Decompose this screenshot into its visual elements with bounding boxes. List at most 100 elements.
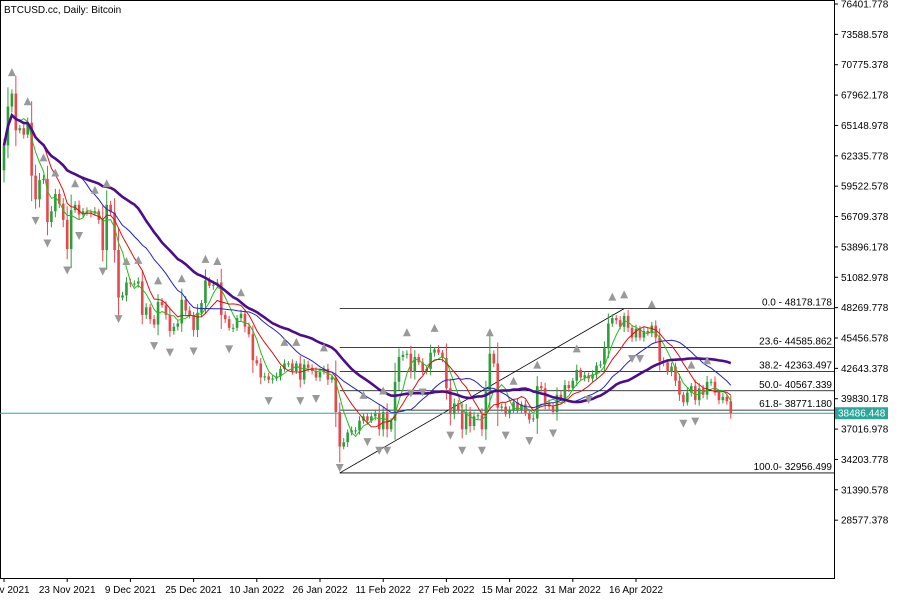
y-tick-label: 45456.578 [841, 333, 889, 344]
candle-body [381, 412, 385, 430]
candle-body [441, 352, 444, 359]
plot-frame [0, 0, 835, 579]
candle-body [334, 377, 338, 413]
fractal-down-marker [296, 397, 305, 406]
candle-body [85, 211, 89, 213]
candle-body [670, 366, 673, 373]
candle-body [263, 376, 266, 378]
candle-body [267, 376, 270, 380]
candle-body [528, 413, 531, 420]
candle-body [729, 401, 733, 414]
x-tick-label: 26 Jan 2022 [292, 585, 347, 596]
candle-body [682, 394, 685, 403]
fib-level-label: 0.0 - 48178.178 [762, 298, 832, 309]
candle-body [239, 313, 243, 319]
candle-body [10, 93, 14, 107]
fractal-down-marker [98, 267, 107, 276]
x-tick-label: 11 Feb 2022 [355, 585, 411, 596]
candle-body [374, 413, 377, 417]
y-tick-label: 62335.778 [841, 151, 889, 162]
candle-body [144, 307, 148, 315]
fractal-down-marker [446, 431, 455, 440]
fractal-up-marker [608, 292, 617, 301]
y-tick-label: 31390.578 [841, 485, 889, 496]
y-axis: 76401.778 73588.578 70775.378 67962.178 6514… [834, 0, 889, 527]
fibonacci-retracement[interactable]: 0.0 - 48178.178 23.6- 44585.862 38.2- 4236… [339, 298, 834, 474]
candle-body [500, 406, 503, 408]
x-tick-label: 23 Nov 2021 [39, 585, 96, 596]
candle-body [251, 334, 255, 361]
fractal-down-marker [383, 446, 392, 455]
y-tick-label: 39830.178 [841, 394, 889, 405]
ma-slow-line [3, 114, 732, 414]
fractal-down-marker [363, 438, 372, 447]
candle-body [377, 413, 381, 430]
candle-body [701, 388, 705, 395]
y-tick-label: 67962.178 [841, 91, 889, 102]
current-price-label: 38486.448 [838, 409, 886, 420]
candle-body [219, 282, 223, 315]
candle-body [121, 295, 124, 298]
x-tick-label: 9 Dec 2021 [105, 585, 157, 596]
candle-body [603, 348, 606, 365]
fractal-up-marker [122, 256, 131, 265]
candle-body [81, 211, 85, 215]
fractal-up-marker [102, 179, 111, 188]
y-tick-label: 51082.978 [841, 273, 889, 284]
candle-body [160, 301, 164, 306]
candle-body [61, 203, 65, 220]
candle-body [504, 406, 507, 415]
y-tick-label: 48269.778 [841, 303, 889, 314]
fractal-down-marker [312, 394, 321, 403]
candle-body [65, 219, 69, 250]
candle-body [255, 360, 259, 364]
candle-body [97, 211, 101, 220]
candle-body [492, 353, 496, 364]
fractal-up-marker [572, 344, 581, 353]
candle-body [196, 312, 199, 330]
candle-body [243, 313, 247, 327]
candle-body [642, 331, 646, 338]
candle-body [397, 356, 401, 382]
fractal-up-marker [647, 300, 656, 309]
fractal-down-marker [165, 348, 174, 357]
candle-body [259, 363, 263, 378]
candle-body [77, 204, 81, 215]
candle-body [480, 415, 484, 430]
candle-body [555, 394, 559, 413]
candle-body [599, 364, 602, 366]
fib-level-label: 100.0- 32956.499 [754, 462, 833, 473]
fractal-up-marker [292, 337, 301, 346]
candle-body [105, 204, 108, 251]
candle-body [638, 328, 642, 338]
fractal-down-marker [458, 446, 467, 455]
candle-body [579, 369, 582, 378]
y-tick-label: 37016.978 [841, 425, 889, 436]
candle-body [137, 281, 140, 284]
fractal-up-marker [359, 390, 368, 399]
candle-body [405, 353, 409, 355]
candle-body [535, 386, 539, 419]
fractal-up-marker [620, 290, 629, 299]
candle-body [38, 179, 41, 200]
candle-body [176, 323, 180, 327]
fractal-down-marker [635, 355, 644, 364]
candle-body [370, 416, 373, 421]
fractal-up-marker [237, 288, 245, 297]
candle-body [366, 416, 369, 421]
y-tick-label: 34203.778 [841, 455, 889, 466]
candle-body [69, 210, 73, 250]
candle-body [713, 381, 717, 393]
fractal-up-marker [485, 328, 494, 337]
candle-body [646, 331, 650, 334]
candle-body [571, 380, 575, 389]
fractal-up-marker [23, 97, 32, 106]
candle-body [212, 284, 215, 286]
candle-body [188, 310, 191, 316]
candle-body [34, 175, 37, 200]
candle-body [279, 368, 282, 377]
fractal-up-marker [201, 254, 210, 263]
fractal-up-marker [39, 153, 48, 162]
fractal-up-marker [319, 343, 328, 352]
